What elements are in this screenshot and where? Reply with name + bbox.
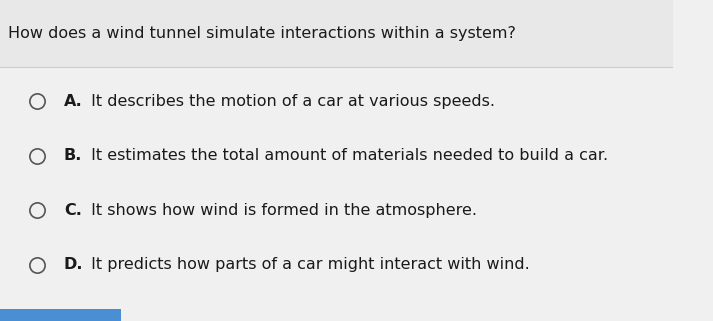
Text: B.: B. (64, 148, 82, 163)
Text: It describes the motion of a car at various speeds.: It describes the motion of a car at vari… (86, 94, 495, 108)
Text: How does a wind tunnel simulate interactions within a system?: How does a wind tunnel simulate interact… (8, 26, 516, 41)
Text: It shows how wind is formed in the atmosphere.: It shows how wind is formed in the atmos… (86, 203, 477, 218)
Text: C.: C. (64, 203, 82, 218)
Bar (0, 309, 121, 321)
Text: It estimates the total amount of materials needed to build a car.: It estimates the total amount of materia… (86, 148, 608, 163)
Bar (0, 0, 673, 67)
Text: D.: D. (64, 257, 83, 272)
Text: It predicts how parts of a car might interact with wind.: It predicts how parts of a car might int… (86, 257, 530, 272)
Text: A.: A. (64, 94, 83, 108)
